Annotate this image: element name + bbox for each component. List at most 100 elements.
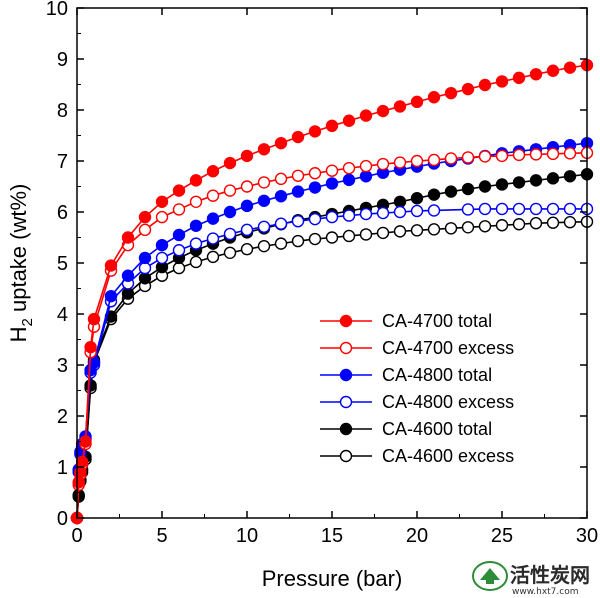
- data-point: [206, 212, 220, 225]
- data-point: [444, 86, 458, 100]
- x-tick-label: 30: [576, 525, 598, 547]
- data-point: [478, 180, 492, 193]
- data-point: [359, 228, 373, 241]
- data-point: [478, 202, 492, 216]
- y-tick-label: 1: [57, 457, 68, 479]
- data-point: [444, 222, 458, 235]
- data-point: [495, 219, 509, 232]
- data-point: [444, 152, 458, 165]
- watermark-url: www.hxt7.com: [512, 587, 579, 597]
- data-point: [410, 192, 424, 205]
- data-point: [274, 189, 288, 203]
- legend-label: CA-4600 total: [382, 419, 492, 439]
- y-tick-label: 9: [57, 49, 68, 71]
- data-point: [546, 147, 560, 161]
- legend-marker: [339, 368, 353, 382]
- data-point: [325, 210, 339, 224]
- data-point: [138, 272, 152, 285]
- data-point: [478, 150, 492, 163]
- data-point: [87, 312, 101, 326]
- legend: CA-4700 total CA-4700 excess CA-4800 total…: [320, 311, 514, 466]
- legend-marker: [339, 314, 353, 328]
- data-point: [75, 455, 89, 469]
- x-tick-label: 15: [321, 525, 343, 547]
- watermark: 活性炭网 www.hxt7.com: [472, 561, 590, 597]
- data-point: [359, 170, 373, 183]
- data-point: [291, 234, 305, 248]
- data-point: [393, 100, 407, 113]
- series-line: [76, 220, 588, 519]
- data-point: [461, 221, 475, 234]
- series-ca-4700-excess: [70, 146, 594, 525]
- legend-label: CA-4700 total: [382, 311, 492, 331]
- data-point: [291, 185, 305, 198]
- data-point: [376, 206, 390, 220]
- legend-item: CA-4600 excess: [320, 446, 514, 466]
- data-point: [325, 177, 339, 190]
- y-axis-title-sub: 2: [19, 318, 36, 326]
- legend-label: CA-4700 excess: [382, 338, 514, 358]
- legend-marker: [339, 449, 353, 463]
- data-point: [274, 237, 288, 250]
- data-point: [478, 78, 492, 92]
- legend-item: CA-4600 total: [320, 419, 492, 439]
- y-tick-label: 7: [57, 151, 68, 173]
- data-point: [478, 220, 492, 233]
- y-tick-label: 10: [46, 0, 68, 20]
- data-point: [206, 164, 220, 178]
- data-point: [512, 218, 526, 231]
- data-point: [172, 184, 186, 197]
- data-point: [393, 156, 407, 169]
- y-tick-label: 0: [57, 508, 68, 530]
- x-tick-label: 10: [236, 525, 258, 547]
- data-point: [376, 157, 390, 171]
- data-point: [512, 148, 526, 162]
- data-point: [393, 205, 407, 219]
- data-point: [359, 159, 373, 173]
- data-point: [240, 199, 254, 213]
- data-point: [342, 161, 356, 175]
- x-tick-label: 20: [406, 525, 428, 547]
- x-tick-label: 5: [156, 525, 167, 547]
- data-point: [138, 210, 152, 224]
- data-point: [189, 219, 203, 232]
- data-point: [206, 232, 220, 245]
- data-point: [461, 151, 475, 164]
- data-point: [427, 204, 441, 217]
- data-point: [393, 195, 407, 209]
- data-point: [155, 238, 169, 252]
- data-point: [291, 169, 305, 182]
- data-point: [342, 114, 356, 127]
- data-point: [512, 71, 526, 85]
- data-point: [206, 189, 220, 202]
- data-point: [189, 255, 203, 269]
- data-point: [240, 149, 254, 163]
- y-tick-label: 3: [57, 355, 68, 377]
- x-tick-label: 25: [491, 525, 513, 547]
- x-axis: 0 5 10 15 20 25 30: [71, 8, 598, 547]
- y-axis-title-main: H: [6, 326, 31, 342]
- data-point: [563, 147, 577, 160]
- y-tick-label: 6: [57, 202, 68, 224]
- data-point: [529, 68, 543, 81]
- legend-item: CA-4700 total: [320, 311, 492, 331]
- data-point: [240, 243, 254, 256]
- data-point: [427, 91, 441, 104]
- series-ca-4600-excess: [70, 215, 594, 525]
- data-point: [495, 149, 509, 163]
- legend-item: CA-4700 excess: [320, 338, 514, 358]
- data-point: [104, 259, 118, 272]
- data-point: [257, 239, 271, 253]
- data-point: [257, 143, 271, 156]
- data-point: [495, 75, 509, 88]
- watermark-text: 活性炭网: [510, 563, 590, 587]
- data-point: [410, 154, 424, 168]
- y-tick-label: 8: [57, 100, 68, 122]
- legend-item: CA-4800 total: [320, 365, 492, 385]
- data-point: [461, 182, 475, 196]
- legend-item: CA-4800 excess: [320, 392, 514, 412]
- data-point: [121, 269, 135, 282]
- data-point: [138, 223, 152, 237]
- data-point: [563, 215, 577, 229]
